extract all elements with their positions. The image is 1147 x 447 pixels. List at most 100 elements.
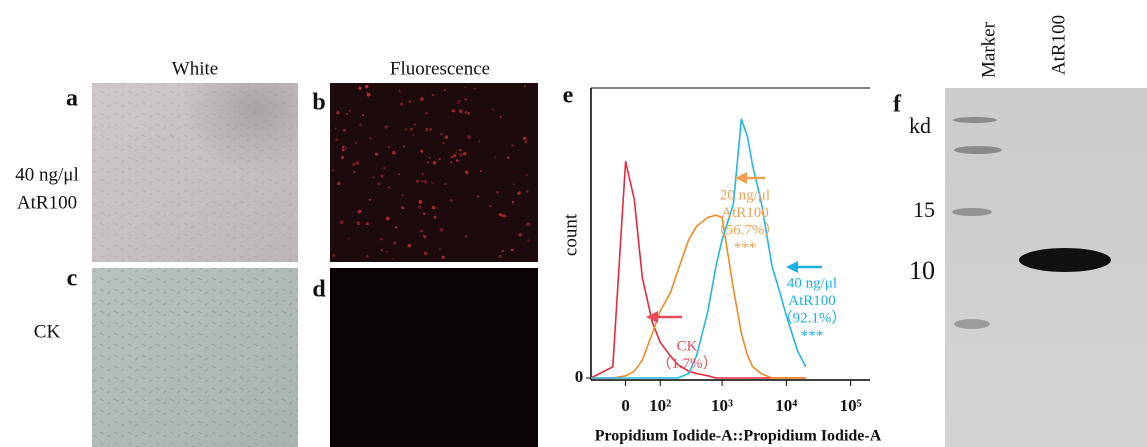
cell-dot — [501, 249, 505, 253]
cell-dot — [511, 201, 515, 204]
cell-dot — [478, 140, 481, 143]
cell-dot — [517, 191, 521, 195]
cell-dot — [464, 86, 467, 89]
cell-dot — [359, 123, 362, 127]
series-line — [591, 118, 807, 379]
annotation-arrowhead — [786, 261, 798, 273]
cell-dot — [526, 222, 531, 227]
marker-band — [954, 319, 990, 329]
cell-dot — [459, 152, 463, 157]
x-tick-label: 0 — [621, 396, 630, 415]
cell-dot — [364, 84, 369, 89]
cell-dot — [358, 209, 362, 213]
cell-dot — [425, 127, 429, 132]
annotation-text: （56.7%） — [711, 221, 780, 238]
cell-dot — [348, 109, 351, 112]
cell-dot — [510, 248, 514, 252]
cell-dot — [463, 152, 467, 156]
cell-dot — [358, 86, 362, 90]
marker-size: 10 — [909, 256, 935, 285]
cell-dot — [453, 153, 457, 158]
cell-dot — [361, 113, 365, 117]
cell-dot — [407, 243, 412, 248]
cell-dot — [346, 113, 349, 115]
cell-dot — [387, 186, 390, 189]
cell-dot — [332, 253, 336, 257]
cell-dot — [369, 137, 372, 140]
cell-dot — [443, 88, 447, 92]
image-fluorescence-ck — [330, 268, 538, 447]
cell-dot — [455, 151, 458, 154]
cell-dot — [450, 155, 454, 159]
cell-dot — [467, 111, 471, 115]
cell-dot — [431, 93, 434, 97]
cell-dot — [489, 204, 492, 207]
cell-dot — [380, 249, 383, 252]
cell-dot — [421, 180, 424, 182]
cell-dot — [339, 220, 344, 225]
cell-dot — [440, 133, 443, 136]
cell-dot — [353, 170, 356, 174]
y-tick-label: 0 — [575, 367, 584, 386]
cell-dot — [416, 179, 420, 183]
cell-dot — [355, 160, 360, 165]
cell-dot — [392, 150, 396, 155]
cell-dot — [500, 213, 504, 217]
cell-dot — [422, 212, 426, 216]
cell-dot — [464, 111, 468, 115]
lane-label: Marker — [978, 21, 999, 78]
cell-dot — [354, 141, 357, 144]
annotation-text: 20 ng/μl — [720, 187, 770, 203]
cell-dot — [506, 156, 510, 159]
cell-dot — [377, 182, 381, 186]
cell-dot — [343, 129, 346, 132]
cell-dot — [403, 145, 405, 148]
annotation-text: *** — [801, 328, 824, 344]
cell-dot — [380, 174, 384, 178]
annotation-text: （1.7%） — [656, 355, 717, 372]
cell-dot — [423, 235, 427, 239]
cell-dot — [365, 222, 369, 226]
panel-letter: b — [312, 90, 325, 116]
cell-dot — [344, 146, 348, 149]
cell-dot — [385, 216, 390, 221]
fluorescent-cells — [331, 84, 531, 421]
cell-dot — [341, 155, 345, 159]
image-cells — [92, 268, 298, 447]
cell-dot — [457, 102, 460, 105]
cell-dot — [401, 206, 405, 210]
cell-dot — [431, 182, 434, 184]
cell-dot — [450, 198, 453, 202]
cell-dot — [526, 190, 529, 193]
cell-dot — [356, 221, 361, 226]
cell-dot — [352, 162, 356, 167]
cell-dot — [502, 214, 506, 218]
cell-dot — [417, 205, 422, 209]
x-tick-label: 10² — [649, 396, 671, 415]
cell-dot — [372, 176, 375, 179]
cell-dot — [423, 179, 428, 184]
annotation-arrowhead — [646, 311, 658, 323]
cell-dot — [464, 97, 468, 101]
cell-dot — [384, 125, 389, 129]
cell-dot — [465, 235, 468, 238]
cell-dot — [467, 135, 471, 139]
cell-dot — [494, 156, 497, 159]
cell-dot — [420, 229, 423, 233]
cell-dot — [479, 170, 483, 173]
cell-dot — [394, 225, 398, 229]
x-axis-title: Propidium Iodide-A::Propidium Iodide-A — [595, 428, 882, 445]
image-fluorescence-treated — [330, 83, 538, 262]
cell-dot — [383, 167, 386, 169]
cell-dot — [429, 128, 433, 131]
row-label: CK — [34, 321, 61, 342]
cell-dot — [476, 195, 479, 198]
sample-band — [1019, 248, 1111, 272]
cell-dot — [450, 161, 453, 164]
cell-dot — [425, 111, 428, 115]
series-line — [591, 214, 806, 379]
cell-dot — [459, 148, 462, 152]
marker-band — [953, 117, 997, 123]
cell-dot — [511, 144, 514, 147]
